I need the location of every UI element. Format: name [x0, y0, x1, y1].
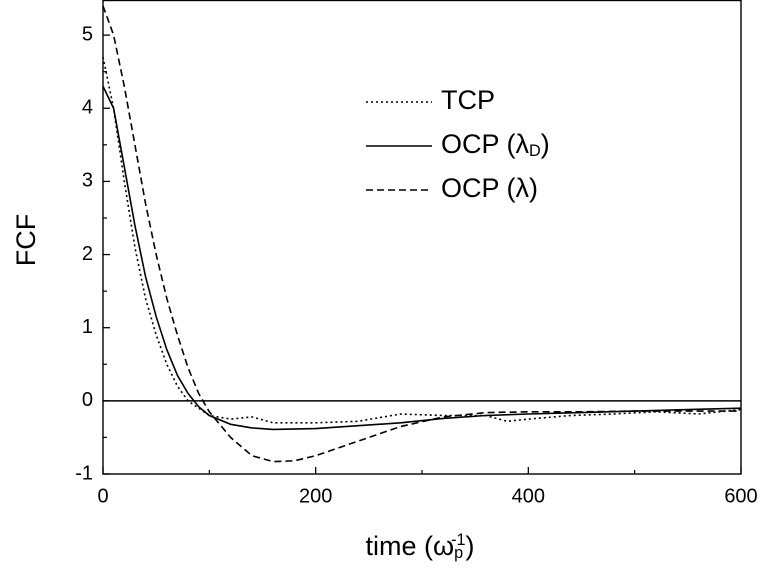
x-axis-label: time (ωp-1) [365, 531, 474, 562]
x-tick-label: 0 [97, 485, 108, 507]
text-part: -1 [451, 531, 465, 549]
legend-label: OCP (λD) [441, 129, 550, 160]
y-axis-label: FCF [11, 214, 41, 266]
text-part: time (ω [365, 531, 454, 561]
y-tick-label: 2 [82, 243, 93, 265]
plot-frame [102, 0, 742, 475]
y-tick-label: 3 [82, 170, 93, 192]
x-tick-label: 200 [299, 485, 332, 507]
y-tick-label: 4 [82, 97, 93, 119]
text-part: D [529, 142, 541, 160]
text-part: p [454, 544, 463, 562]
legend-label: TCP [441, 85, 495, 115]
x-tick-label: 400 [512, 485, 545, 507]
y-tick-label: 5 [82, 23, 93, 45]
legend-label: OCP (λ) [441, 173, 538, 203]
text-part: TCP [441, 85, 495, 115]
x-tick-label: 600 [724, 485, 757, 507]
text-part: OCP (λ) [441, 173, 538, 203]
y-tick-label: 0 [82, 389, 93, 411]
text-part: ) [466, 531, 475, 561]
series-line [102, 85, 742, 431]
y-tick-label: 1 [82, 316, 93, 338]
text-part: OCP (λ [441, 129, 530, 159]
series-line [102, 56, 742, 424]
text-part: ) [541, 129, 550, 159]
y-tick-label: -1 [75, 462, 93, 484]
series-line [102, 5, 741, 463]
